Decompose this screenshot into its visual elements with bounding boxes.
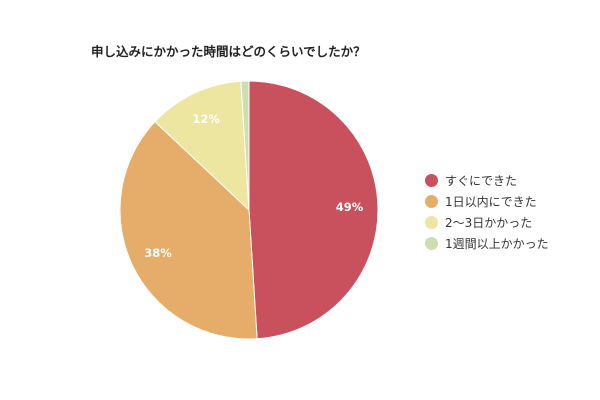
pie-slice-2 [119, 120, 258, 340]
legend-label: 2〜3日かかった [445, 216, 533, 230]
chart-title: 申し込みにかかった時間はどのくらいでしたか？ [91, 44, 366, 59]
legend-marker [425, 216, 438, 229]
legend-item-1: すぐにできた [425, 170, 549, 191]
pie-label-1: 49% [336, 200, 364, 214]
legend-label: 1週間以上かかった [445, 237, 549, 251]
legend-item-2: 1日以内にできた [425, 191, 549, 212]
pie-slice-3 [154, 80, 250, 212]
legend-item-3: 2〜3日かかった [425, 212, 549, 233]
pie-slice-4 [240, 80, 250, 211]
pie-slices [119, 80, 379, 340]
pie-labels: 49% 38% 12% [144, 112, 364, 260]
legend: すぐにできた 1日以内にできた 2〜3日かかった 1週間以上かかった [425, 170, 549, 254]
legend-item-4: 1週間以上かかった [425, 233, 549, 254]
legend-label: 1日以内にできた [445, 195, 537, 209]
legend-label: すぐにできた [445, 174, 518, 188]
pie-label-3: 12% [192, 112, 220, 126]
legend-marker [425, 195, 438, 208]
legend-marker [425, 174, 438, 187]
legend-marker [425, 237, 438, 250]
pie-label-2: 38% [144, 246, 172, 260]
pie-slice-1 [248, 80, 379, 340]
